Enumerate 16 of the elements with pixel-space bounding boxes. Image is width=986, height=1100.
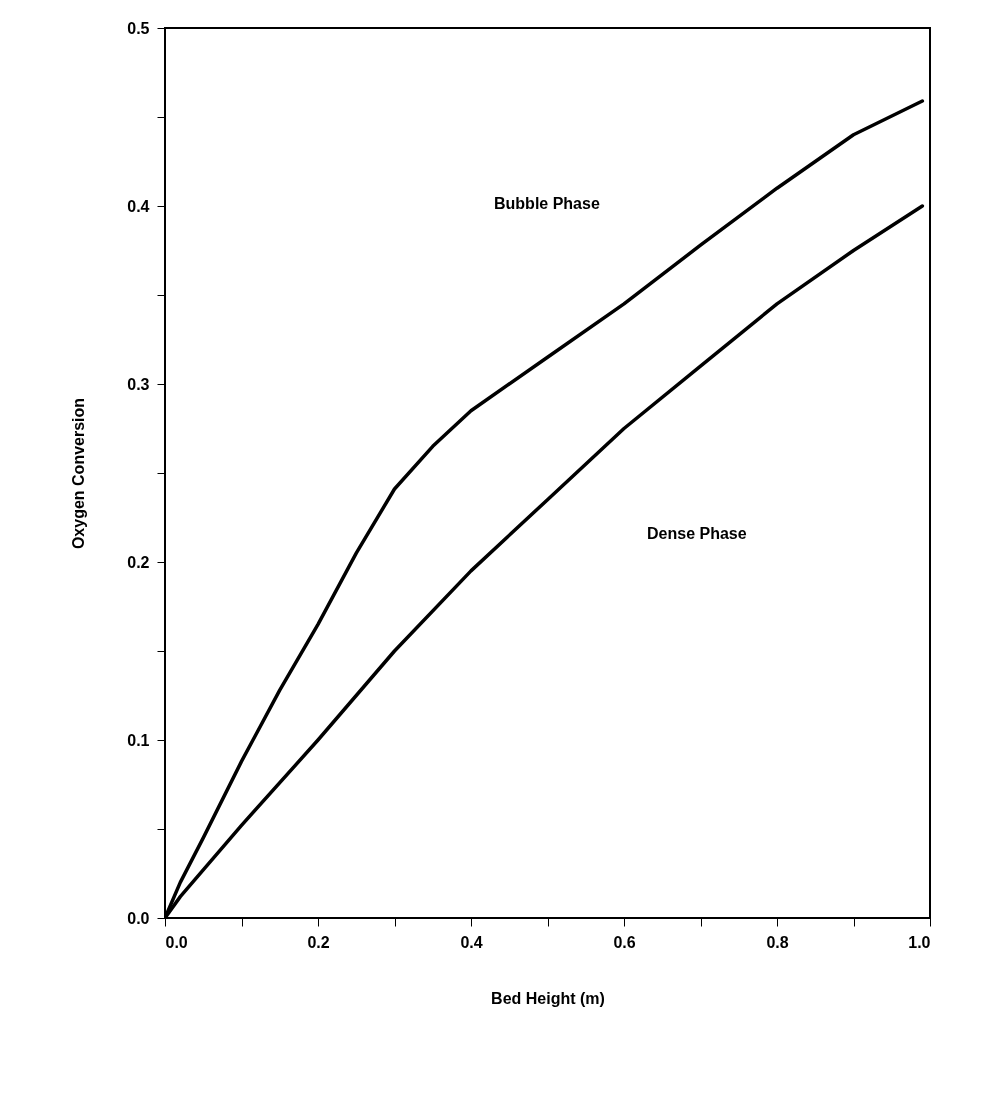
x-tick-label: 0.2: [307, 933, 330, 951]
x-axis-title: Bed Height (m): [491, 989, 605, 1007]
x-tick-label: 1.0: [908, 933, 931, 951]
y-tick-label: 0.3: [127, 375, 150, 393]
y-tick-label: 0.4: [127, 197, 150, 215]
annotation: Dense Phase: [647, 525, 747, 542]
y-tick-label: 0.0: [127, 909, 150, 927]
x-tick-label: 0.6: [613, 933, 636, 951]
y-tick-label: 0.2: [127, 553, 150, 571]
x-tick-label: 0.8: [766, 933, 789, 951]
annotation: Bubble Phase: [494, 195, 600, 212]
y-axis-title: Oxygen Conversion: [70, 397, 88, 550]
x-tick-label: 0.0: [165, 933, 188, 951]
y-tick-label: 0.1: [127, 731, 150, 749]
x-tick-label: 0.4: [460, 933, 483, 951]
y-tick-label: 0.5: [127, 19, 150, 37]
